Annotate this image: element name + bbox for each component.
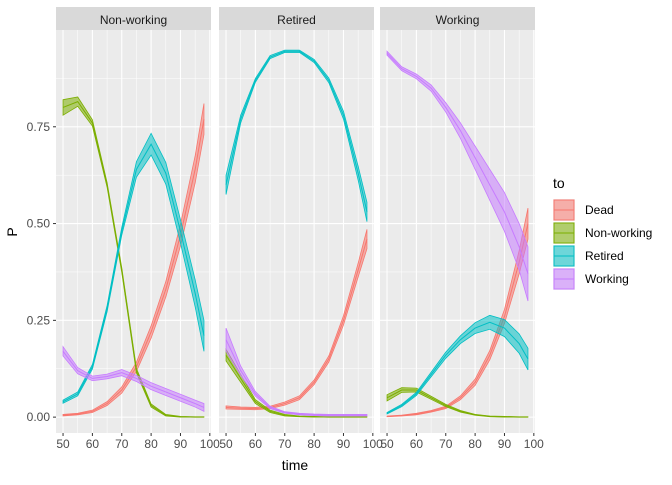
legend-label: Dead xyxy=(585,203,614,217)
x-tick-label: 90 xyxy=(498,437,512,451)
x-tick-label: 70 xyxy=(278,437,292,451)
x-tick-label: 100 xyxy=(524,437,544,451)
x-axis-label: time xyxy=(282,457,309,473)
y-axis-label: P xyxy=(4,227,20,236)
facet-strip xyxy=(380,7,535,30)
series-line-working xyxy=(225,339,367,416)
legend-label: Retired xyxy=(585,249,624,263)
panel-background xyxy=(219,30,374,433)
x-tick-label: 80 xyxy=(307,437,321,451)
x-tick-label: 50 xyxy=(219,437,233,451)
series-line-retired xyxy=(225,50,368,213)
series-line-non-working xyxy=(386,389,528,418)
facet-strip xyxy=(219,7,374,30)
series-line-working xyxy=(62,351,205,408)
ci-band-dead xyxy=(62,103,205,417)
y-tick-label: 0.25 xyxy=(27,313,51,327)
x-tick-label: 90 xyxy=(337,437,351,451)
x-tick-label: 90 xyxy=(174,437,188,451)
x-tick-label: 80 xyxy=(468,437,482,451)
x-tick-label: 50 xyxy=(56,437,70,451)
facet-title: Non-working xyxy=(100,13,167,27)
ci-band-working xyxy=(62,345,205,412)
x-tick-label: 100 xyxy=(363,437,383,451)
legend-title: to xyxy=(553,175,565,191)
series-line-dead xyxy=(387,223,529,417)
ci-band-working xyxy=(225,327,368,417)
panel-background xyxy=(56,30,211,433)
legend-label: Non-working xyxy=(585,226,652,240)
x-tick-label: 100 xyxy=(200,437,220,451)
x-tick-label: 70 xyxy=(439,437,453,451)
facet-title: Working xyxy=(436,13,480,27)
y-tick-label: 0.75 xyxy=(27,120,51,134)
series-line-dead xyxy=(226,238,368,410)
x-tick-label: 60 xyxy=(410,437,424,451)
ci-band-working xyxy=(386,50,529,302)
x-tick-label: 70 xyxy=(115,437,129,451)
series-line-non-working xyxy=(62,101,204,418)
ci-band-retired xyxy=(225,49,368,222)
x-tick-label: 60 xyxy=(249,437,263,451)
y-tick-label: 0.00 xyxy=(27,410,51,424)
x-tick-label: 80 xyxy=(144,437,158,451)
facet-title: Retired xyxy=(277,13,316,27)
ci-band-retired xyxy=(62,132,205,404)
x-tick-label: 60 xyxy=(86,437,100,451)
series-line-non-working xyxy=(225,354,367,418)
x-tick-label: 50 xyxy=(380,437,394,451)
facet-strip xyxy=(56,7,211,30)
series-line-retired xyxy=(386,321,529,414)
ci-band-dead xyxy=(386,207,529,418)
series-line-working xyxy=(386,52,529,275)
y-tick-label: 0.50 xyxy=(27,217,51,231)
ci-band-retired xyxy=(386,314,529,415)
legend-label: Working xyxy=(585,272,629,286)
